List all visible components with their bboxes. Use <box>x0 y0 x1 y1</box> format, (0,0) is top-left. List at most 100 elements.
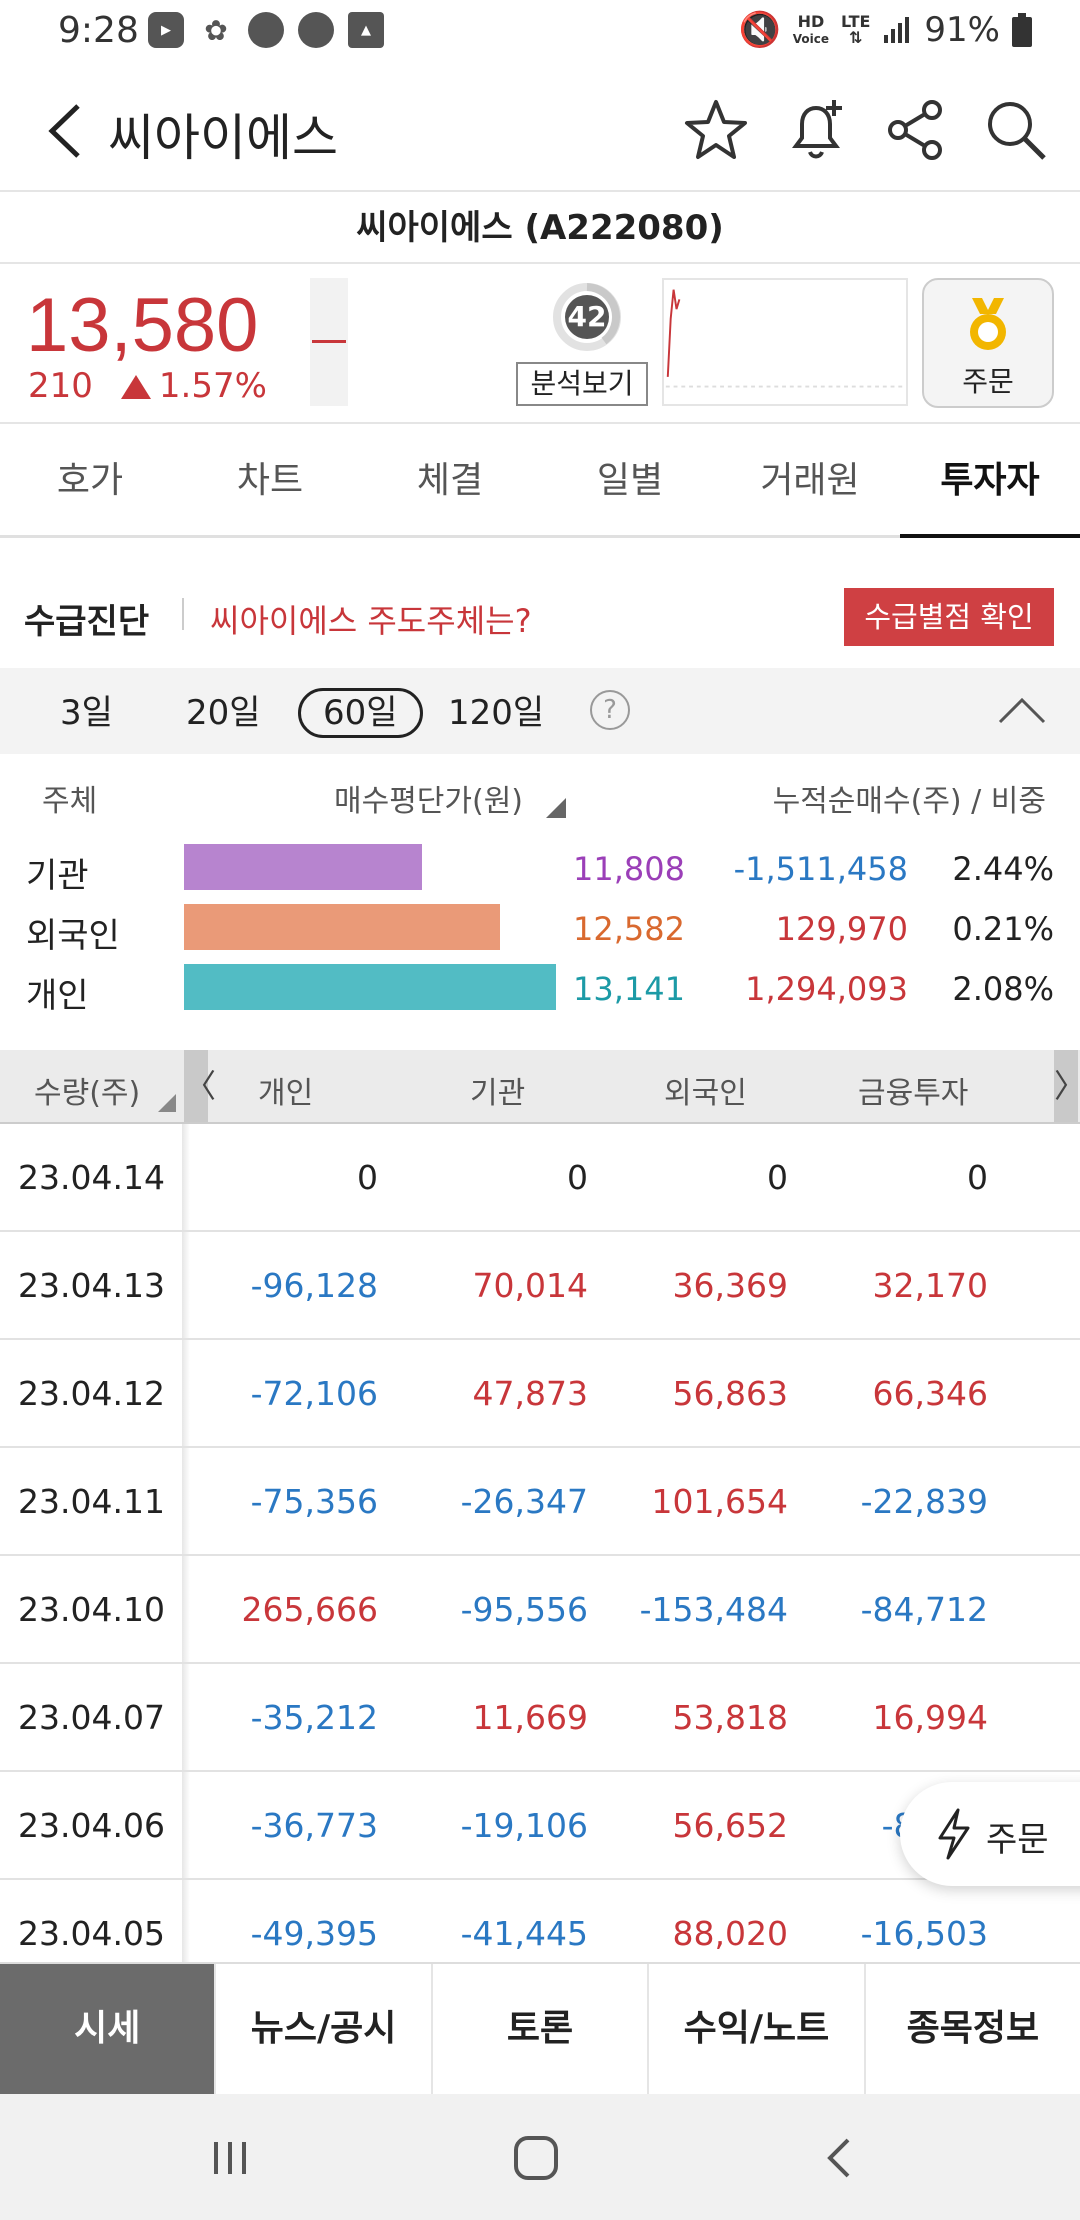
status-bar: 9:28 ▶ ✿ ▲ 🔇 HD Voice LTE ⇅ 91% <box>0 0 1080 66</box>
cell-value: -72,106 <box>250 1374 378 1413</box>
score-gauge[interactable]: 42 <box>552 282 622 352</box>
col-qty[interactable]: 수량(주) <box>34 1076 141 1111</box>
row-date: 23.04.13 <box>18 1266 165 1305</box>
row-date: 23.04.14 <box>18 1158 165 1197</box>
bell-add-icon[interactable] <box>782 96 850 164</box>
cell-value: 101,654 <box>651 1482 788 1521</box>
avg-price: 13,141 <box>573 970 685 1008</box>
avg-price-bar <box>184 844 422 890</box>
ratio: 0.21% <box>952 910 1054 948</box>
sort-indicator-icon <box>158 1094 176 1112</box>
nav-stock-info[interactable]: 종목정보 <box>865 1964 1080 2094</box>
nav-news[interactable]: 뉴스/공시 <box>216 1964 433 2094</box>
floating-order-button[interactable]: 주문 <box>900 1782 1080 1886</box>
row-date: 23.04.05 <box>18 1914 165 1953</box>
cell-value: -41,445 <box>460 1914 588 1953</box>
table-row: 23.04.05 -49,395 -41,445 88,020 -16,503 <box>0 1880 1080 1962</box>
candle-mark <box>312 340 346 343</box>
period-60d[interactable]: 60일 <box>298 688 423 738</box>
recent-apps-icon[interactable] <box>206 2134 254 2182</box>
scroll-right-button[interactable]: 〉 <box>1054 1050 1080 1122</box>
back-icon[interactable] <box>820 2134 860 2182</box>
rating-check-button[interactable]: 수급별점 확인 <box>844 588 1054 646</box>
period-20d[interactable]: 20일 <box>186 693 261 733</box>
cell-value: -96,128 <box>250 1266 378 1305</box>
cell-value: -153,484 <box>639 1590 788 1629</box>
home-icon[interactable] <box>510 2132 562 2184</box>
period-3d[interactable]: 3일 <box>60 693 113 733</box>
nav-quote[interactable]: 시세 <box>0 1964 217 2094</box>
investor-table[interactable]: 23.04.14 0 0 0 0 23.04.13 -96,128 70,014 36,369 3… <box>0 1124 1080 1962</box>
avg-price: 12,582 <box>573 910 685 948</box>
analysis-button[interactable]: 분석보기 <box>516 362 648 406</box>
row-date: 23.04.12 <box>18 1374 165 1413</box>
order-button[interactable]: 주문 <box>922 278 1054 408</box>
investor-name: 개인 <box>26 976 89 1016</box>
system-navigation <box>0 2094 1080 2220</box>
help-icon[interactable]: ? <box>590 690 630 730</box>
tab-chart[interactable]: 차트 <box>236 460 304 501</box>
tab-brokers[interactable]: 거래원 <box>760 460 860 501</box>
table-header: 수량(주) 〈 개인 기관 외국인 금융투자 〉 <box>0 1050 1080 1124</box>
col-avg-price[interactable]: 매수평단가(원) <box>334 784 524 819</box>
col-net-buy: 누적순매수(주) / 비중 <box>772 784 1046 819</box>
cell-value: -26,347 <box>460 1482 588 1521</box>
summary-row-individual: 개인 13,141 1,294,093 2.08% <box>0 960 1080 1016</box>
chat-icon <box>248 12 284 48</box>
lte-label: LTE <box>841 12 871 31</box>
period-120d[interactable]: 120일 <box>448 693 545 733</box>
change-percent: 1.57% <box>158 366 267 406</box>
diagnosis-question-link[interactable]: 씨아이에스 주도주체는? <box>210 602 532 640</box>
table-row: 23.04.14 0 0 0 0 <box>0 1124 1080 1232</box>
cell-value: 36,369 <box>672 1266 788 1305</box>
cell-value: 66,346 <box>872 1374 988 1413</box>
battery-icon <box>1012 13 1032 47</box>
day-candle <box>310 278 348 406</box>
cell-value: -84,712 <box>860 1590 988 1629</box>
image-icon: ▲ <box>348 12 384 48</box>
column-shadow <box>182 1124 190 1962</box>
tab-trades[interactable]: 체결 <box>416 460 484 501</box>
diagnosis-title: 수급진단 <box>24 602 150 642</box>
tab-investors[interactable]: 투자자 <box>900 424 1080 538</box>
scroll-left-button[interactable]: 〈 <box>184 1050 216 1122</box>
voice-label: Voice <box>792 31 830 46</box>
table-row: 23.04.12 -72,106 47,873 56,863 66,346 <box>0 1340 1080 1448</box>
tab-daily[interactable]: 일별 <box>596 460 664 501</box>
summary-row-institution: 기관 11,808 -1,511,458 2.44% <box>0 840 1080 896</box>
col-financial-invest: 금융투자 <box>858 1076 969 1111</box>
cell-value: 0 <box>567 1158 588 1197</box>
star-icon[interactable] <box>682 96 750 164</box>
collapse-chevron-icon[interactable] <box>996 692 1048 728</box>
tab-hoga[interactable]: 호가 <box>56 460 124 501</box>
back-arrow-icon[interactable] <box>40 96 100 166</box>
battery-percent: 91% <box>924 10 1000 50</box>
table-row: 23.04.10 265,666 -95,556 -153,484 -84,712 <box>0 1556 1080 1664</box>
intraday-mini-chart[interactable] <box>662 278 908 406</box>
net-buy: 129,970 <box>775 910 908 948</box>
table-row: 23.04.07 -35,212 11,669 53,818 16,994 <box>0 1664 1080 1772</box>
score-value: 42 <box>567 300 607 333</box>
search-icon[interactable] <box>982 96 1050 164</box>
cell-value: 53,818 <box>672 1698 788 1737</box>
cell-value: 0 <box>357 1158 378 1197</box>
sort-indicator-icon <box>546 798 566 818</box>
row-date: 23.04.10 <box>18 1590 165 1629</box>
col-institution: 기관 <box>470 1076 526 1111</box>
share-icon[interactable] <box>882 96 950 164</box>
pay-app-icon: ▶ <box>148 12 184 48</box>
order-label: 주문 <box>962 365 1014 398</box>
cell-value: -16,503 <box>860 1914 988 1953</box>
nav-discussion[interactable]: 토론 <box>432 1964 650 2094</box>
investor-summary: 주체 매수평단가(원) 누적순매수(주) / 비중 기관 11,808 -1,5… <box>0 754 1080 1054</box>
table-row: 23.04.13 -96,128 70,014 36,369 32,170 <box>0 1232 1080 1340</box>
cell-value: 70,014 <box>472 1266 588 1305</box>
detail-tabs: 호가 차트 체결 일별 거래원 투자자 <box>0 424 1080 538</box>
nav-profit-note[interactable]: 수익/노트 <box>649 1964 866 2094</box>
app-header: 씨아이에스 <box>0 66 1080 192</box>
signal-icon <box>884 17 910 43</box>
col-foreign: 외국인 <box>664 1076 747 1111</box>
investor-name: 외국인 <box>26 916 120 956</box>
price-summary: 13,580 210 1.57% 42 분석보기 주문 <box>0 264 1080 424</box>
score-ring <box>553 283 621 351</box>
